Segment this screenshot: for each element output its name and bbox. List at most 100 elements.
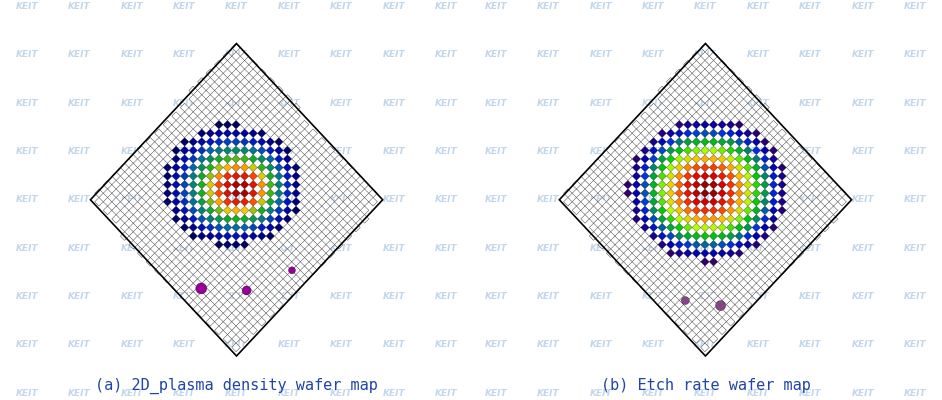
Polygon shape — [675, 292, 684, 300]
Polygon shape — [274, 266, 284, 275]
Polygon shape — [300, 206, 309, 215]
Polygon shape — [684, 112, 692, 120]
Polygon shape — [692, 103, 701, 112]
Text: KEIT: KEIT — [747, 292, 770, 301]
Polygon shape — [232, 189, 240, 198]
Polygon shape — [735, 120, 743, 129]
Polygon shape — [240, 172, 249, 180]
Polygon shape — [180, 258, 189, 266]
Text: KEIT: KEIT — [642, 195, 664, 204]
Text: KEIT: KEIT — [16, 389, 39, 398]
Polygon shape — [701, 112, 709, 120]
Polygon shape — [266, 232, 274, 240]
Polygon shape — [590, 232, 598, 240]
Polygon shape — [641, 198, 649, 206]
Polygon shape — [129, 198, 138, 206]
Polygon shape — [701, 334, 709, 343]
Polygon shape — [198, 292, 206, 300]
Polygon shape — [257, 172, 266, 180]
Polygon shape — [223, 240, 232, 249]
Polygon shape — [649, 120, 658, 129]
Polygon shape — [837, 189, 846, 198]
Text: KEIT: KEIT — [435, 147, 458, 156]
Polygon shape — [701, 129, 709, 138]
Text: KEIT: KEIT — [225, 98, 248, 108]
Polygon shape — [266, 309, 274, 318]
Polygon shape — [266, 215, 274, 223]
Polygon shape — [624, 206, 632, 215]
Polygon shape — [300, 266, 309, 275]
Text: KEIT: KEIT — [590, 50, 612, 59]
Polygon shape — [257, 103, 266, 112]
Polygon shape — [266, 86, 274, 95]
Polygon shape — [249, 300, 257, 309]
Polygon shape — [257, 318, 266, 326]
Polygon shape — [701, 52, 709, 60]
Polygon shape — [692, 138, 701, 146]
Polygon shape — [138, 163, 146, 172]
Polygon shape — [684, 189, 692, 198]
Polygon shape — [692, 189, 701, 198]
Polygon shape — [215, 103, 223, 112]
Polygon shape — [692, 292, 701, 300]
Polygon shape — [206, 112, 215, 120]
Text: KEIT: KEIT — [68, 98, 90, 108]
Polygon shape — [692, 334, 701, 343]
Polygon shape — [223, 223, 232, 232]
Text: KEIT: KEIT — [537, 50, 560, 59]
Polygon shape — [223, 52, 232, 60]
Polygon shape — [770, 120, 778, 129]
Polygon shape — [615, 146, 624, 155]
Polygon shape — [684, 198, 692, 206]
Polygon shape — [343, 172, 351, 180]
Text: KEIT: KEIT — [121, 340, 143, 350]
Polygon shape — [760, 146, 770, 155]
Polygon shape — [632, 120, 641, 129]
Polygon shape — [369, 189, 378, 198]
Polygon shape — [752, 240, 760, 249]
Text: KEIT: KEIT — [435, 340, 458, 350]
Polygon shape — [215, 146, 223, 155]
Polygon shape — [641, 120, 649, 129]
Polygon shape — [351, 223, 360, 232]
Polygon shape — [666, 283, 675, 292]
Text: KEIT: KEIT — [484, 340, 507, 350]
Polygon shape — [666, 120, 675, 129]
Polygon shape — [189, 163, 198, 172]
Polygon shape — [351, 180, 360, 189]
Text: KEIT: KEIT — [484, 292, 507, 301]
Polygon shape — [649, 155, 658, 163]
Text: KEIT: KEIT — [537, 147, 560, 156]
Polygon shape — [598, 189, 607, 198]
Polygon shape — [641, 112, 649, 120]
Polygon shape — [770, 198, 778, 206]
Polygon shape — [343, 180, 351, 189]
Polygon shape — [709, 129, 718, 138]
Polygon shape — [249, 112, 257, 120]
Polygon shape — [641, 223, 649, 232]
Polygon shape — [171, 198, 180, 206]
Polygon shape — [223, 69, 232, 78]
Polygon shape — [300, 163, 309, 172]
Polygon shape — [666, 95, 675, 103]
Polygon shape — [743, 249, 752, 258]
Polygon shape — [198, 300, 206, 309]
Polygon shape — [300, 172, 309, 180]
Polygon shape — [206, 266, 215, 275]
Polygon shape — [615, 232, 624, 240]
Polygon shape — [804, 155, 812, 163]
Text: KEIT: KEIT — [747, 2, 770, 11]
Polygon shape — [580, 206, 590, 215]
Polygon shape — [138, 180, 146, 189]
Polygon shape — [215, 223, 223, 232]
Polygon shape — [274, 155, 284, 163]
Polygon shape — [666, 198, 675, 206]
Polygon shape — [240, 52, 249, 60]
Polygon shape — [257, 300, 266, 309]
Polygon shape — [309, 249, 317, 258]
Polygon shape — [684, 309, 692, 318]
Polygon shape — [580, 180, 590, 189]
Polygon shape — [274, 86, 284, 95]
Polygon shape — [292, 283, 300, 292]
Polygon shape — [180, 112, 189, 120]
